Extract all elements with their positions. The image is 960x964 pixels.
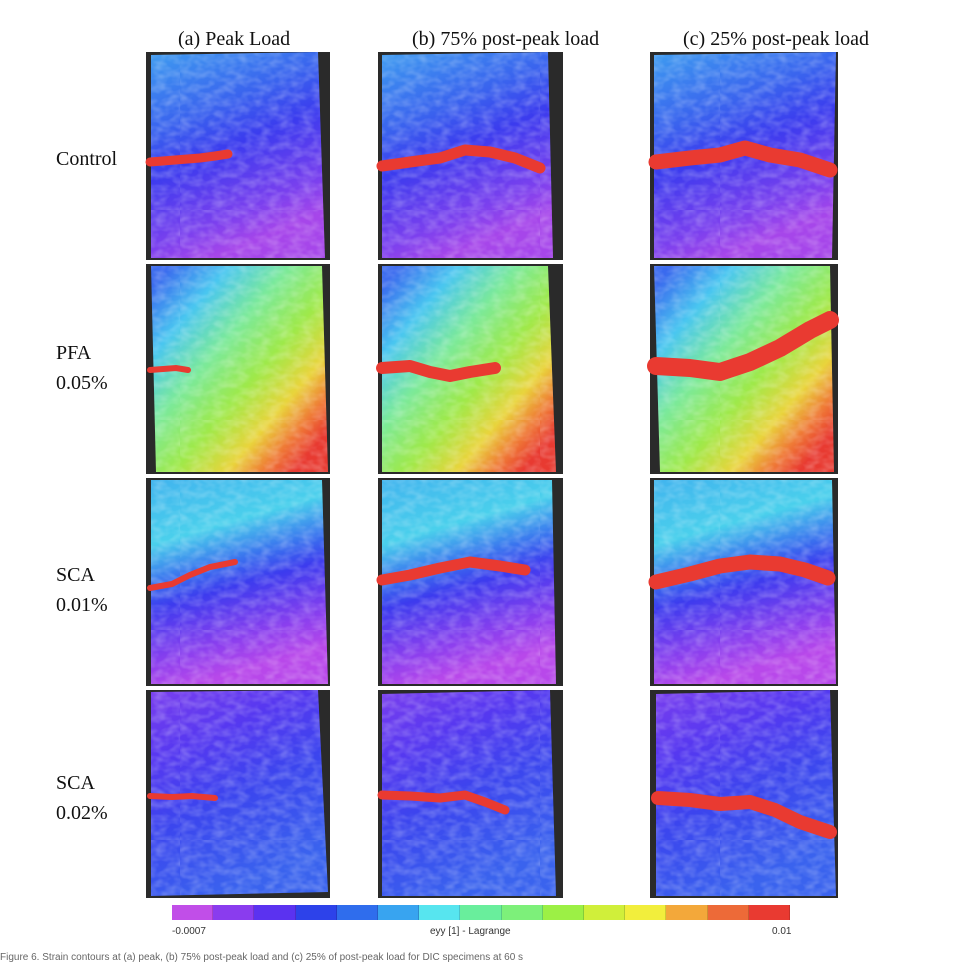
- colorbar-swatch: [707, 905, 749, 920]
- panel-pfa-75: [376, 264, 563, 474]
- row-label-line1: PFA: [56, 342, 92, 364]
- panel-sca001-75: [376, 478, 563, 686]
- column-title-25-post-peak: (c) 25% post-peak load: [683, 28, 870, 50]
- panel-sca001-peak: [146, 478, 330, 686]
- row-label-line1: SCA: [56, 772, 95, 794]
- colorbar-swatch: [419, 905, 461, 920]
- column-title-75-post-peak: (b) 75% post-peak load: [412, 28, 600, 50]
- row-label-pfa: PFA 0.05%: [56, 338, 108, 398]
- panel-pfa-peak: [146, 264, 330, 474]
- panel-pfa-25: [647, 264, 839, 474]
- panel-control-peak: [145, 52, 330, 260]
- row-label-line2: 0.02%: [56, 802, 108, 824]
- panel-control-25: [648, 52, 838, 260]
- colorbar-swatch: [748, 905, 791, 920]
- figure-caption: Figure 6. Strain contours at (a) peak, (…: [0, 952, 524, 963]
- colorbar-title: eyy [1] - Lagrange: [430, 926, 511, 937]
- colorbar-swatch: [172, 905, 214, 920]
- row-label-sca-001: SCA 0.01%: [56, 560, 108, 620]
- colorbar-swatch: [213, 905, 255, 920]
- colorbar-swatch: [254, 905, 296, 920]
- row-label-sca-002: SCA 0.02%: [56, 768, 108, 828]
- colorbar-max-label: 0.01: [772, 926, 792, 937]
- strain-colorbar: [172, 905, 791, 920]
- colorbar-swatch: [295, 905, 337, 920]
- colorbar-swatch: [666, 905, 708, 920]
- colorbar-swatch: [584, 905, 626, 920]
- column-title-peak-load: (a) Peak Load: [178, 28, 291, 50]
- panel-sca002-peak: [146, 690, 330, 898]
- colorbar-swatch: [460, 905, 502, 920]
- panel-control-75: [376, 52, 563, 260]
- colorbar-swatch: [625, 905, 667, 920]
- colorbar-swatch: [542, 905, 585, 920]
- colorbar-swatch: [378, 905, 420, 920]
- row-label-line2: 0.05%: [56, 372, 108, 394]
- colorbar-min-label: -0.0007: [172, 926, 206, 937]
- panel-sca001-25: [648, 478, 838, 686]
- row-label-line1: SCA: [56, 564, 95, 586]
- panel-sca002-75: [377, 690, 563, 898]
- colorbar-swatch: [336, 905, 379, 920]
- panel-sca002-25: [650, 690, 838, 898]
- colorbar-swatch: [501, 905, 543, 920]
- row-label-control: Control: [56, 144, 117, 174]
- row-label-line2: 0.01%: [56, 594, 108, 616]
- row-label-line1: Control: [56, 148, 118, 170]
